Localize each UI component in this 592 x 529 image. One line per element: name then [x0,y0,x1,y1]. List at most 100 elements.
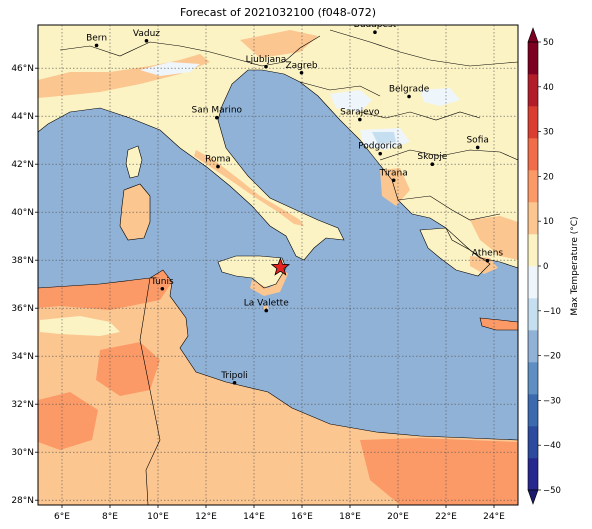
colorbar-tick-label: 0 [543,262,548,272]
selected-location-star[interactable] [270,257,291,276]
y-tick-label: 44°N [11,112,34,122]
colorbar-segment [528,330,538,363]
y-tick-label: 38°N [11,256,34,266]
city-label: Vaduz [133,29,160,39]
x-tick-label: 16°E [291,512,313,522]
colorbar-segment [528,42,538,75]
city-dot[interactable] [430,162,435,166]
x-tick-label: 18°E [339,512,361,522]
colorbar-segment [528,266,538,299]
city-dot[interactable] [160,286,165,291]
city-label: Sarajevo [340,108,380,118]
colorbar-segment [528,394,538,427]
city-label: La Valette [244,299,289,309]
y-tick-label: 30°N [11,448,34,458]
balkan-warm-2 [380,168,410,206]
colorbar-tick-label: 30 [543,128,554,138]
colorbar-tick-label: −10 [543,307,561,317]
sicily-coast-warm [250,270,288,296]
colorbar-segment [528,202,538,235]
colorbar-segment [528,106,538,139]
city-dot[interactable] [378,151,383,156]
page-title: Forecast of 2021032100 (f048-072) [179,6,377,19]
colorbar-tick-label: −30 [543,396,561,406]
graticule [38,25,518,505]
city-dot[interactable] [94,43,99,48]
colorbar-label: Max Temperature (°C) [570,216,580,315]
po-valley-cold [140,62,200,76]
x-tick-label: 8°E [102,512,118,522]
x-tick-label: 12°E [195,512,217,522]
x-tick-label: 20°E [387,512,409,522]
y-tick-label: 34°N [11,352,34,362]
sicily-land [218,256,286,288]
city-label: Athens [472,249,503,259]
balkan-cold-3 [420,88,460,106]
city-label: Tripoli [220,371,248,381]
x-tick-label: 6°E [54,512,70,522]
colorbar-tick-label: −20 [543,352,561,362]
x-tick-label: 22°E [435,512,457,522]
city-dot[interactable] [299,70,304,75]
corsica-land [126,146,142,178]
city-dot[interactable] [391,178,396,183]
y-tick-label: 36°N [11,304,34,314]
city-label: Bern [86,33,107,43]
colorbar-tick-label: −40 [543,441,561,451]
y-tick-label: 32°N [11,400,34,410]
city-dot[interactable] [264,64,268,69]
africa-hot-zone-1 [38,270,172,310]
city-label: Budapest [354,20,397,30]
colorbar-segment [528,138,538,171]
italy-coast-warm [194,150,304,226]
colorbar-segment [528,426,538,459]
city-dot[interactable] [215,115,219,120]
colorbar-segment [528,458,538,491]
y-tick-label: 42°N [11,160,34,170]
city-label: Ljubljana [246,55,287,65]
colorbar-tick-label: 50 [543,38,554,48]
city-label: Skopje [417,152,447,162]
balkan-warm-1 [240,30,318,58]
city-dot[interactable] [216,164,220,169]
borders [38,29,518,505]
colorbar-tick-label: 40 [543,83,554,93]
colorbar-segment [528,74,538,107]
colorbar-segment [528,298,538,331]
city-label: Podgorica [358,142,402,152]
africa-hot-zone-3 [38,392,98,450]
city-dot[interactable] [358,117,362,122]
city-label: Belgrade [389,85,430,95]
city-label: Zagreb [285,61,317,71]
city-dot[interactable] [407,94,411,99]
city-label: Tunis [150,277,174,287]
balkan-cool-1 [372,132,396,144]
city-dot[interactable] [373,30,377,34]
city-label: Sofia [466,135,488,145]
colorbar: 50 40 30 20 10 0 −10 −20 −30 −40 −50 [527,27,561,505]
colorbar-segment [528,362,538,395]
colorbar-min-arrow [527,489,539,505]
colorbar-tick-label: 20 [543,172,554,182]
city-label: Roma [205,155,231,165]
y-tick-label: 28°N [11,496,34,506]
balkan-cold-1 [330,90,372,112]
africa-hot-zone-4 [360,438,518,505]
x-tick-label: 14°E [243,512,265,522]
city-dot[interactable] [144,39,149,43]
balkan-warm-3 [470,216,518,260]
city-dot[interactable] [485,258,490,263]
map-frame [37,24,519,506]
city-dot[interactable] [264,308,269,313]
x-tick-label: 24°E [483,512,505,522]
y-axis-ticks: 28°N 30°N 32°N 34°N 36°N 38°N 40°N 42°N 44°N 46°N [11,64,38,506]
africa-mild-zone [40,316,120,336]
city-dot[interactable] [475,145,480,150]
africa-hot-zone-2 [96,342,160,396]
city-dot[interactable] [232,381,237,385]
colorbar-segment [528,234,538,267]
x-tick-label: 10°E [147,512,169,522]
city-label: Tirana [379,168,408,178]
city-label: San Marino [192,106,243,116]
